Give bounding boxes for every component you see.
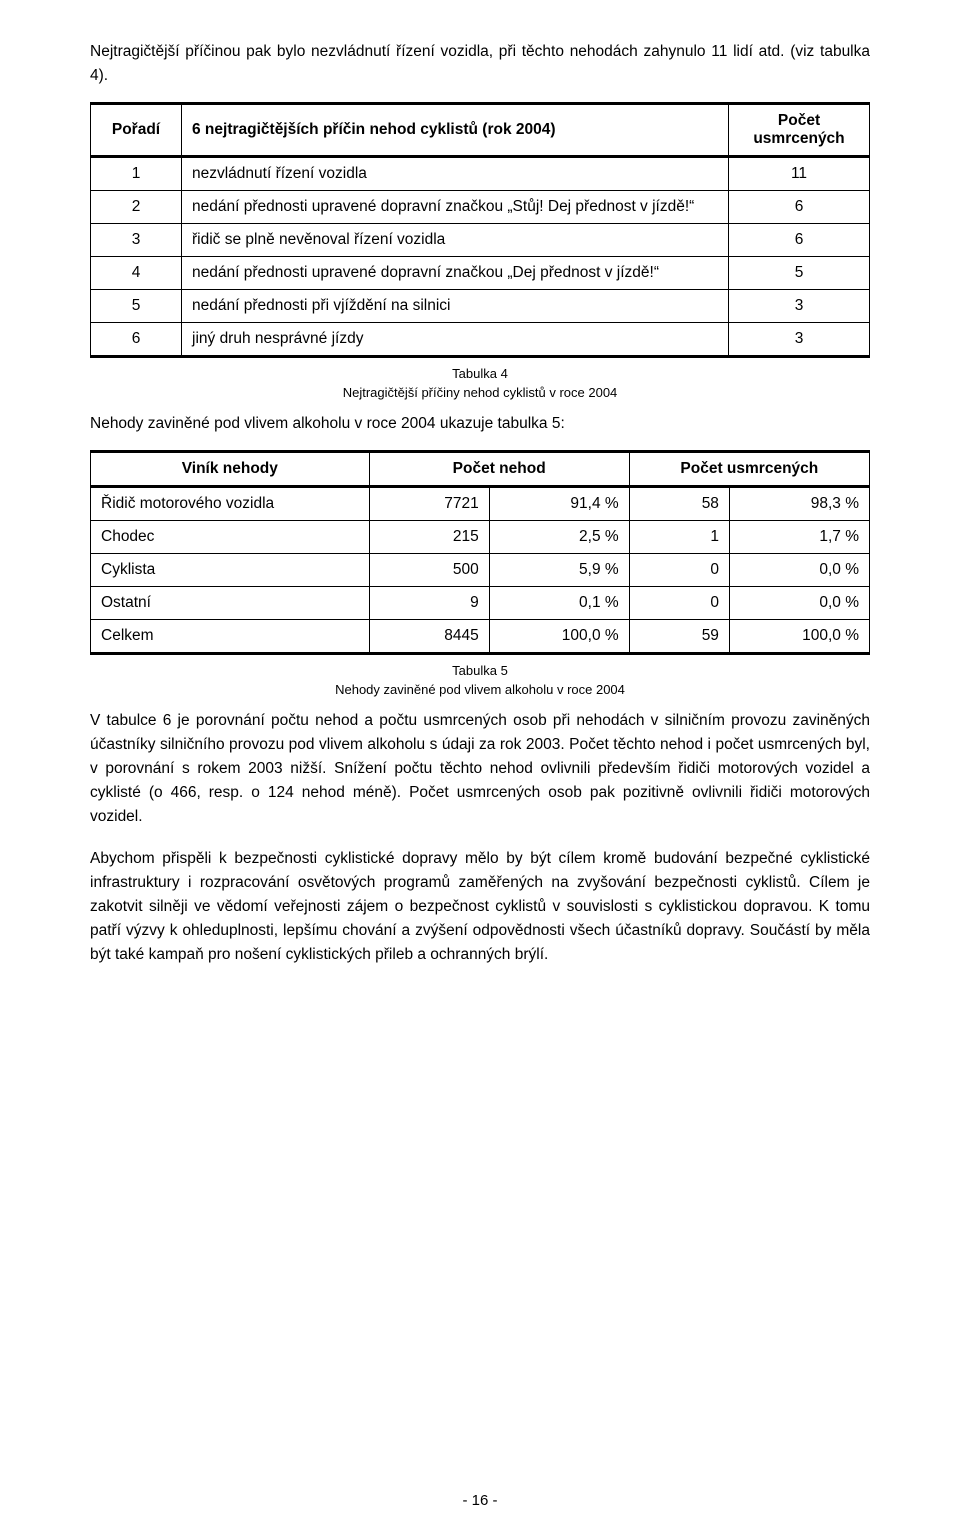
t1-idx: 2: [91, 191, 182, 224]
t1-desc: nedání přednosti upravené dopravní značk…: [182, 191, 729, 224]
mid-paragraph: Nehody zaviněné pod vlivem alkoholu v ro…: [90, 412, 870, 436]
caption-table5-sub: Nehody zaviněné pod vlivem alkoholu v ro…: [90, 682, 870, 697]
table-row: 3 řidič se plně nevěnoval řízení vozidla…: [91, 224, 870, 257]
t1-val: 6: [729, 191, 870, 224]
para-after-table5: V tabulce 6 je porovnání počtu nehod a p…: [90, 709, 870, 829]
t2-u: 58: [629, 487, 729, 521]
t1-val: 5: [729, 257, 870, 290]
t2-n: 500: [369, 554, 489, 587]
t1-header-row: Pořadí 6 nejtragičtějších příčin nehod c…: [91, 104, 870, 157]
caption-table4-sub: Nejtragičtější příčiny nehod cyklistů v …: [90, 385, 870, 400]
table-row: Cyklista 500 5,9 % 0 0,0 %: [91, 554, 870, 587]
table-row: 4 nedání přednosti upravené dopravní zna…: [91, 257, 870, 290]
table-row: Chodec 215 2,5 % 1 1,7 %: [91, 521, 870, 554]
t1-desc: jiný druh nesprávné jízdy: [182, 323, 729, 357]
t2-np: 5,9 %: [489, 554, 629, 587]
table-row: Celkem 8445 100,0 % 59 100,0 %: [91, 620, 870, 654]
t1-val: 11: [729, 157, 870, 191]
para-conclusion: Abychom přispěli k bezpečnosti cyklistic…: [90, 847, 870, 967]
t1-idx: 1: [91, 157, 182, 191]
t1-idx: 3: [91, 224, 182, 257]
page-number: - 16 -: [0, 1492, 960, 1509]
t1-desc: řidič se plně nevěnoval řízení vozidla: [182, 224, 729, 257]
t2-u: 1: [629, 521, 729, 554]
t2-label: Celkem: [91, 620, 370, 654]
table-row: Ostatní 9 0,1 % 0 0,0 %: [91, 587, 870, 620]
t2-up: 98,3 %: [729, 487, 869, 521]
t2-u: 0: [629, 587, 729, 620]
t2-header-row: Viník nehody Počet nehod Počet usmrcenýc…: [91, 452, 870, 487]
t2-col-vinik: Viník nehody: [91, 452, 370, 487]
t2-up: 0,0 %: [729, 554, 869, 587]
table-row: Řidič motorového vozidla 7721 91,4 % 58 …: [91, 487, 870, 521]
t1-val: 3: [729, 290, 870, 323]
t2-label: Ostatní: [91, 587, 370, 620]
t2-col-pocet-nehod: Počet nehod: [369, 452, 629, 487]
t1-val: 3: [729, 323, 870, 357]
t2-np: 91,4 %: [489, 487, 629, 521]
t2-n: 7721: [369, 487, 489, 521]
t2-col-pocet-usmrcenych: Počet usmrcených: [629, 452, 869, 487]
t2-label: Chodec: [91, 521, 370, 554]
t2-up: 100,0 %: [729, 620, 869, 654]
t1-idx: 6: [91, 323, 182, 357]
t1-col-poradi: Pořadí: [91, 104, 182, 157]
t1-col-count: Počet usmrcených: [729, 104, 870, 157]
t2-np: 2,5 %: [489, 521, 629, 554]
t2-label: Cyklista: [91, 554, 370, 587]
caption-table5: Tabulka 5: [90, 663, 870, 678]
t1-desc: nedání přednosti při vjíždění na silnici: [182, 290, 729, 323]
t2-label: Řidič motorového vozidla: [91, 487, 370, 521]
table-row: 1 nezvládnutí řízení vozidla 11: [91, 157, 870, 191]
t1-col-title: 6 nejtragičtějších příčin nehod cyklistů…: [182, 104, 729, 157]
table-vinik: Viník nehody Počet nehod Počet usmrcenýc…: [90, 450, 870, 655]
table-row: 5 nedání přednosti při vjíždění na silni…: [91, 290, 870, 323]
t1-desc: nedání přednosti upravené dopravní značk…: [182, 257, 729, 290]
table-row: 2 nedání přednosti upravené dopravní zna…: [91, 191, 870, 224]
t2-n: 215: [369, 521, 489, 554]
caption-table4: Tabulka 4: [90, 366, 870, 381]
t1-val: 6: [729, 224, 870, 257]
t1-idx: 4: [91, 257, 182, 290]
intro-paragraph: Nejtragičtější příčinou pak bylo nezvlád…: [90, 40, 870, 88]
t2-n: 8445: [369, 620, 489, 654]
table-row: 6 jiný druh nesprávné jízdy 3: [91, 323, 870, 357]
t2-n: 9: [369, 587, 489, 620]
t1-desc: nezvládnutí řízení vozidla: [182, 157, 729, 191]
table-causes: Pořadí 6 nejtragičtějších příčin nehod c…: [90, 102, 870, 358]
t2-u: 59: [629, 620, 729, 654]
t2-up: 0,0 %: [729, 587, 869, 620]
t2-up: 1,7 %: [729, 521, 869, 554]
t1-idx: 5: [91, 290, 182, 323]
t2-np: 100,0 %: [489, 620, 629, 654]
t2-np: 0,1 %: [489, 587, 629, 620]
t2-u: 0: [629, 554, 729, 587]
